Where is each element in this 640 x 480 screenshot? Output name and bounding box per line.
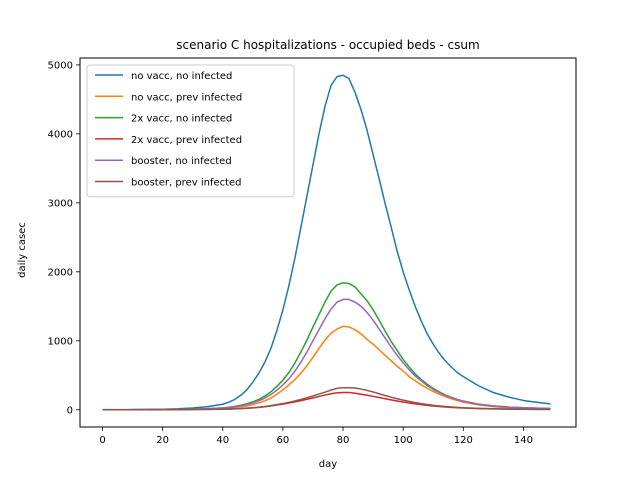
x-tick-label: 80 xyxy=(337,435,350,446)
x-tick-label: 100 xyxy=(394,435,413,446)
x-tick-label: 140 xyxy=(514,435,533,446)
x-tick-label: 20 xyxy=(156,435,169,446)
y-tick-label: 2000 xyxy=(48,267,73,278)
legend-label: 2x vacc, prev infected xyxy=(131,135,242,146)
y-tick-label: 4000 xyxy=(48,129,73,140)
legend-label: booster, prev infected xyxy=(131,178,242,189)
series-line-1 xyxy=(102,74,551,411)
legend-label: no vacc, prev infected xyxy=(131,92,242,103)
y-tick-label: 1000 xyxy=(48,336,73,347)
legend-box xyxy=(86,64,295,198)
x-axis-label: day xyxy=(319,459,337,470)
series-line-6 xyxy=(102,386,551,411)
y-tick-label: 0 xyxy=(67,405,73,416)
plot-frame xyxy=(79,57,577,428)
series-line-5 xyxy=(102,298,551,411)
legend-label: no vacc, no infected xyxy=(131,71,232,82)
x-tick-label: 40 xyxy=(216,435,229,446)
x-axis: 0 20 40 60 80 100 120 140 xyxy=(99,427,533,446)
legend-label: 2x vacc, no infected xyxy=(131,114,232,125)
legend: no vacc, no infected no vacc, prev infect… xyxy=(86,64,295,198)
plot-area xyxy=(102,74,551,411)
y-tick-label: 3000 xyxy=(48,198,73,209)
legend-label: booster, no infected xyxy=(131,156,232,167)
x-tick-label: 0 xyxy=(99,435,105,446)
chart-title: scenario C hospitalizations - occupied b… xyxy=(176,38,479,52)
y-tick-label: 5000 xyxy=(48,60,73,71)
y-axis-label: daily casec xyxy=(17,222,28,278)
x-tick-label: 60 xyxy=(277,435,290,446)
y-axis: 0 1000 2000 3000 4000 5000 xyxy=(48,60,80,416)
x-tick-label: 120 xyxy=(454,435,473,446)
